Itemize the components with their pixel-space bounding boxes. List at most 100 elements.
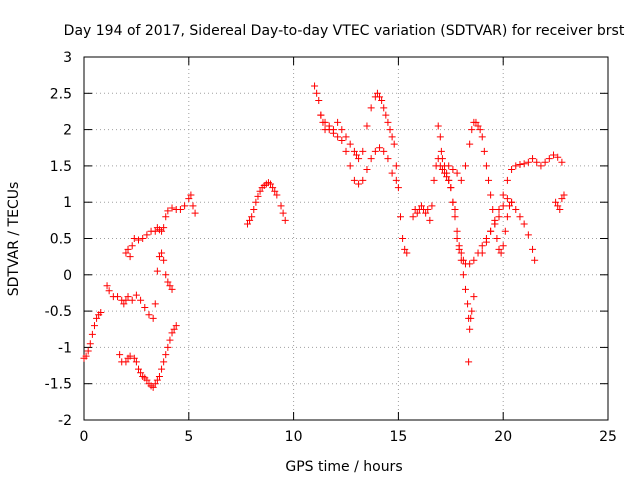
data-point [497, 249, 505, 257]
data-point [545, 155, 553, 163]
data-point [346, 162, 354, 170]
data-point [436, 133, 444, 141]
data-point [453, 169, 461, 177]
data-point [158, 227, 166, 235]
data-point [97, 309, 105, 317]
data-point [170, 325, 178, 333]
data-point [529, 245, 537, 253]
data-point [130, 354, 138, 362]
y-tick-label: 2 [63, 123, 72, 139]
plot-frame [83, 56, 609, 421]
x-tick-label: 5 [184, 429, 193, 445]
data-point [93, 314, 101, 322]
data-point [132, 291, 140, 299]
data-point [153, 267, 161, 275]
data-point [476, 126, 484, 134]
data-point [176, 205, 184, 213]
data-point [185, 195, 193, 203]
y-tick-label: 3 [63, 50, 72, 66]
data-point [520, 220, 528, 228]
data-point [367, 155, 375, 163]
data-point [256, 187, 264, 195]
data-point [160, 256, 168, 264]
data-point [417, 202, 425, 210]
data-point [151, 380, 159, 388]
data-point [86, 340, 94, 348]
data-point [491, 216, 499, 224]
data-point [160, 358, 168, 366]
data-point [499, 242, 507, 250]
data-point [499, 202, 507, 210]
data-point [403, 249, 411, 257]
data-point [451, 213, 459, 221]
data-point [172, 322, 180, 330]
data-point [187, 191, 195, 199]
y-tick-label: -0.5 [45, 304, 72, 320]
data-point [143, 376, 151, 384]
data-point [153, 376, 161, 384]
data-point [325, 126, 333, 134]
data-point [487, 191, 495, 199]
data-point [149, 314, 157, 322]
data-point [422, 209, 430, 217]
data-point [350, 176, 358, 184]
data-point [384, 118, 392, 126]
data-point [390, 140, 398, 148]
series-2 [116, 322, 180, 391]
data-point [552, 198, 560, 206]
data-point [277, 202, 285, 210]
data-point [82, 352, 90, 360]
data-point [537, 162, 545, 170]
data-point [495, 245, 503, 253]
data-point [478, 249, 486, 257]
data-point [103, 282, 111, 290]
data-point [485, 176, 493, 184]
data-point [120, 300, 128, 308]
data-point [116, 351, 124, 359]
data-point [503, 195, 511, 203]
data-point [134, 236, 142, 244]
x-tick-label: 15 [389, 429, 407, 445]
data-point [252, 198, 260, 206]
series-11 [552, 191, 568, 213]
data-point [250, 205, 258, 213]
data-point [269, 184, 277, 192]
data-point [533, 158, 541, 166]
series-4 [243, 179, 289, 228]
data-point [166, 336, 174, 344]
data-point [134, 365, 142, 373]
data-point [243, 220, 251, 228]
data-point [114, 293, 122, 301]
data-point [493, 235, 501, 242]
data-point [554, 202, 562, 210]
series-3 [122, 191, 199, 261]
data-point [342, 133, 350, 141]
data-point [162, 213, 170, 221]
data-point [558, 158, 566, 166]
data-point [466, 325, 474, 333]
data-point [151, 227, 159, 235]
series-1 [80, 249, 176, 362]
chart-title: Day 194 of 2017, Sidereal Day-to-day VTE… [64, 23, 625, 39]
data-point [424, 205, 432, 213]
data-point [132, 358, 140, 366]
data-point [451, 205, 459, 213]
data-point [279, 209, 287, 217]
data-point [430, 176, 438, 184]
data-point [554, 153, 562, 161]
data-point [384, 155, 392, 163]
data-point [388, 169, 396, 177]
data-point [363, 122, 371, 130]
data-point [342, 147, 350, 155]
y-tick-label: 0 [63, 268, 72, 284]
data-point [428, 202, 436, 210]
data-point [394, 184, 402, 192]
data-point [334, 118, 342, 126]
data-point [141, 303, 149, 311]
data-point [449, 198, 457, 206]
data-point [503, 176, 511, 184]
data-point [459, 256, 467, 264]
data-point [378, 97, 386, 105]
data-point [122, 296, 130, 304]
